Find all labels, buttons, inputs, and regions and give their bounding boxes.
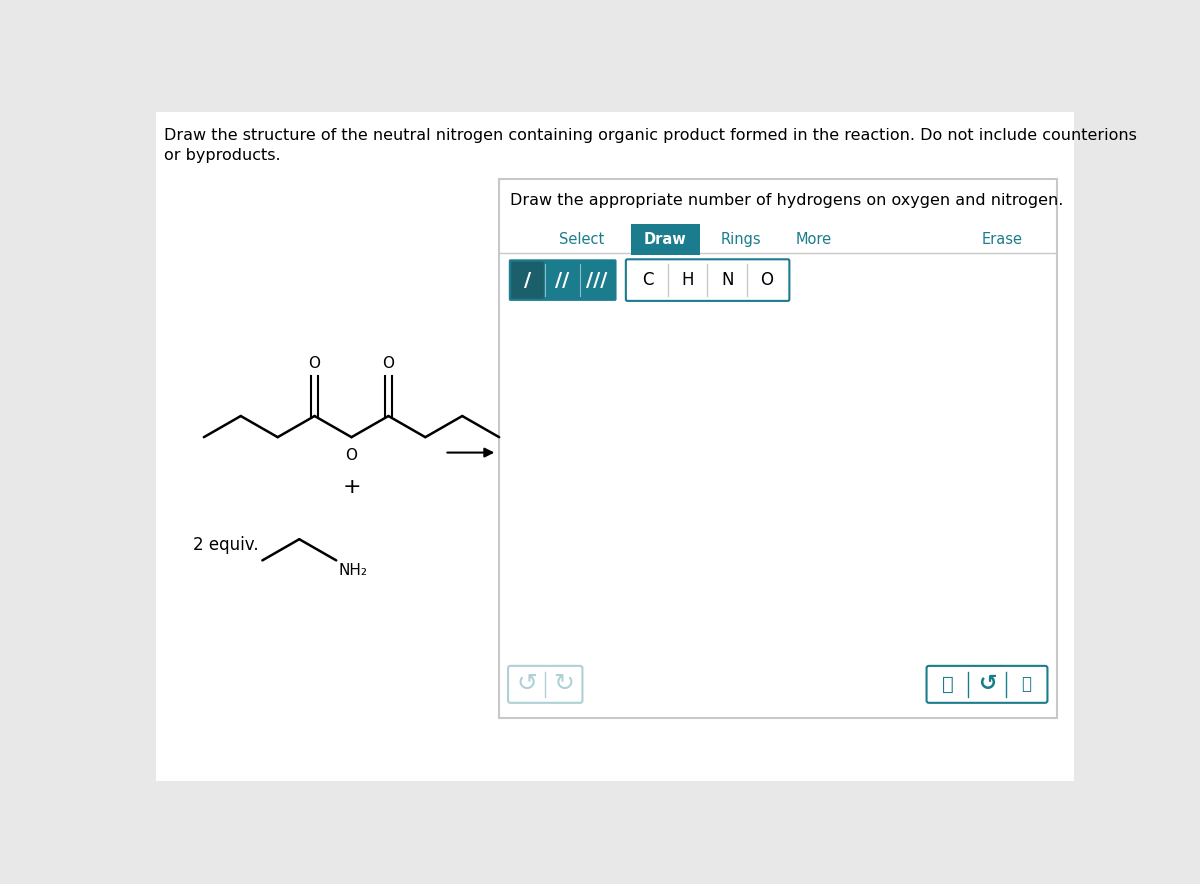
FancyBboxPatch shape bbox=[509, 259, 617, 301]
Text: 🔍: 🔍 bbox=[1021, 675, 1031, 693]
Text: ///: /// bbox=[587, 271, 608, 290]
Text: O: O bbox=[346, 448, 358, 463]
Text: O: O bbox=[308, 356, 320, 371]
Text: ↻: ↻ bbox=[552, 673, 574, 697]
Text: 2 equiv.: 2 equiv. bbox=[193, 536, 258, 554]
Text: Draw the appropriate number of hydrogens on oxygen and nitrogen.: Draw the appropriate number of hydrogens… bbox=[510, 193, 1063, 208]
FancyBboxPatch shape bbox=[508, 666, 582, 703]
Text: NH₂: NH₂ bbox=[338, 563, 367, 578]
Text: Draw: Draw bbox=[644, 232, 686, 247]
Text: H: H bbox=[682, 271, 694, 289]
Text: C: C bbox=[642, 271, 654, 289]
Text: N: N bbox=[721, 271, 733, 289]
FancyBboxPatch shape bbox=[926, 666, 1048, 703]
Text: O: O bbox=[761, 271, 774, 289]
FancyBboxPatch shape bbox=[626, 259, 790, 301]
Text: Rings: Rings bbox=[720, 232, 761, 247]
Text: or byproducts.: or byproducts. bbox=[164, 149, 281, 164]
Text: O: O bbox=[383, 356, 395, 371]
Text: Select: Select bbox=[559, 232, 605, 247]
FancyBboxPatch shape bbox=[156, 112, 1074, 781]
FancyBboxPatch shape bbox=[630, 224, 701, 255]
Text: Draw the structure of the neutral nitrogen containing organic product formed in : Draw the structure of the neutral nitrog… bbox=[164, 127, 1136, 142]
Text: +: + bbox=[342, 477, 361, 497]
Text: ↺: ↺ bbox=[978, 674, 996, 694]
Text: 🔍: 🔍 bbox=[942, 674, 954, 694]
Text: More: More bbox=[796, 232, 833, 247]
Text: /: / bbox=[524, 271, 530, 290]
Text: ↺: ↺ bbox=[517, 673, 538, 697]
FancyBboxPatch shape bbox=[499, 179, 1057, 718]
Text: Erase: Erase bbox=[982, 232, 1022, 247]
FancyBboxPatch shape bbox=[511, 262, 544, 299]
Text: //: // bbox=[556, 271, 570, 290]
